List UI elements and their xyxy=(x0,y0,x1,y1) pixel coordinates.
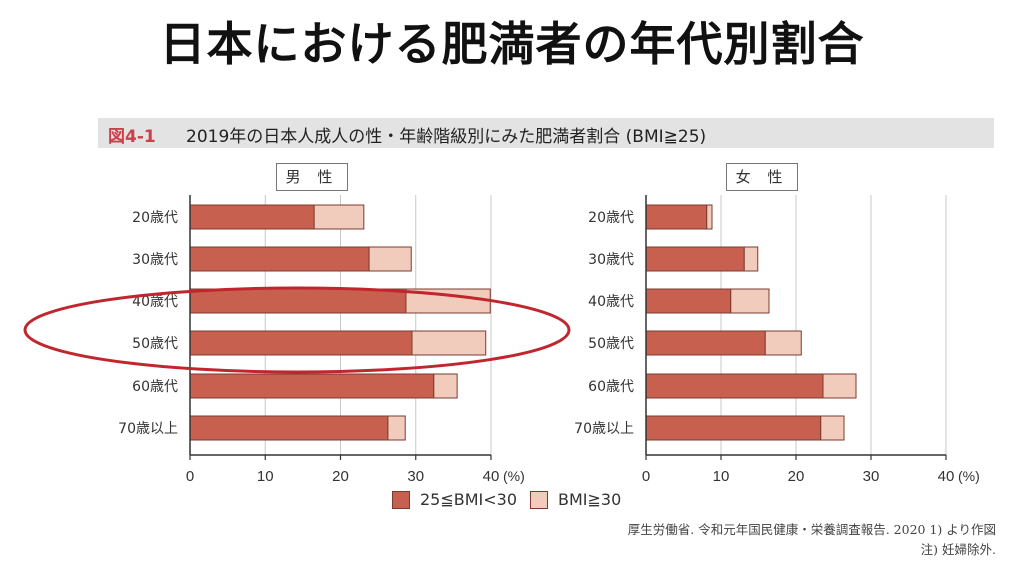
source-footnote: 注) 妊婦除外. xyxy=(920,542,996,557)
bar-segment xyxy=(433,373,458,399)
category-label: 30歳代 xyxy=(132,252,178,268)
legend-label: 25≦BMI<30 xyxy=(420,490,518,509)
bar-segment xyxy=(189,373,435,399)
slide-title: 日本における肥満者の年代別割合 xyxy=(159,17,865,71)
legend-swatch xyxy=(530,490,548,509)
bar-segment xyxy=(368,246,412,272)
x-tick-label: 30 xyxy=(863,468,880,485)
bar-segment xyxy=(764,330,802,356)
category-label: 20歳代 xyxy=(588,210,634,226)
highlight-ellipse xyxy=(23,286,571,374)
bar-segment xyxy=(189,288,407,314)
x-tick-label: 20 xyxy=(332,468,349,485)
category-label: 40歳代 xyxy=(132,294,178,310)
legend-label: BMI≧30 xyxy=(558,490,622,509)
bar-segment xyxy=(743,246,759,272)
bar-segment xyxy=(820,415,845,441)
bar-segment xyxy=(189,415,389,441)
bar-segment xyxy=(411,330,487,356)
figure-title: 2019年の日本人成人の性・年齢階級別にみた肥満者割合 (BMI≧25) xyxy=(186,127,707,147)
source-note: 厚生労働省. 令和元年国民健康・栄養調査報告. 2020 1) より作図 注) … xyxy=(628,520,996,560)
category-label: 70歳以上 xyxy=(118,421,178,437)
category-label: 30歳代 xyxy=(588,252,634,268)
bar-segment xyxy=(189,204,315,230)
x-tick-label: 20 xyxy=(788,468,805,485)
x-tick-label: 0 xyxy=(186,468,194,485)
x-tick-label: 30 xyxy=(407,468,424,485)
figure-caption-bar: 図4-1 2019年の日本人成人の性・年齢階級別にみた肥満者割合 (BMI≧25… xyxy=(98,118,994,148)
bar-segment xyxy=(706,204,713,230)
bar-segment xyxy=(189,330,413,356)
category-label: 50歳代 xyxy=(588,336,634,352)
category-label: 60歳代 xyxy=(588,379,634,395)
bar-segment xyxy=(645,288,732,314)
bar-segment xyxy=(645,415,822,441)
source-citation: 厚生労働省. 令和元年国民健康・栄養調査報告. 2020 1) より作図 xyxy=(627,522,996,537)
x-unit-label: (%) xyxy=(503,468,525,484)
category-label: 60歳代 xyxy=(132,379,178,395)
x-tick-label: 10 xyxy=(713,468,730,485)
bar-segment xyxy=(645,373,824,399)
x-tick-label: 40 xyxy=(483,468,500,485)
legend-swatch xyxy=(392,490,410,509)
x-tick-label: 10 xyxy=(257,468,274,485)
figure-number: 図4-1 xyxy=(108,127,156,147)
category-label: 50歳代 xyxy=(132,336,178,352)
category-label: 20歳代 xyxy=(132,210,178,226)
legend-item-bmi25-30: 25≦BMI<30 xyxy=(392,490,517,509)
bar-segment xyxy=(645,246,745,272)
bar-segment xyxy=(189,246,370,272)
bar-segment xyxy=(822,373,857,399)
x-tick-label: 40 xyxy=(938,468,955,485)
bar-segment xyxy=(730,288,770,314)
male-panel-label: 男 性 xyxy=(276,163,348,191)
category-label: 70歳以上 xyxy=(574,421,634,437)
bar-segment xyxy=(313,204,365,230)
female-panel-label: 女 性 xyxy=(726,163,798,191)
bar-segment xyxy=(387,415,406,441)
x-unit-label: (%) xyxy=(958,468,980,484)
legend-item-bmi30: BMI≧30 xyxy=(530,490,621,509)
x-tick-label: 0 xyxy=(642,468,650,485)
category-label: 40歳代 xyxy=(588,294,634,310)
bar-segment xyxy=(645,330,766,356)
bar-segment xyxy=(645,204,708,230)
